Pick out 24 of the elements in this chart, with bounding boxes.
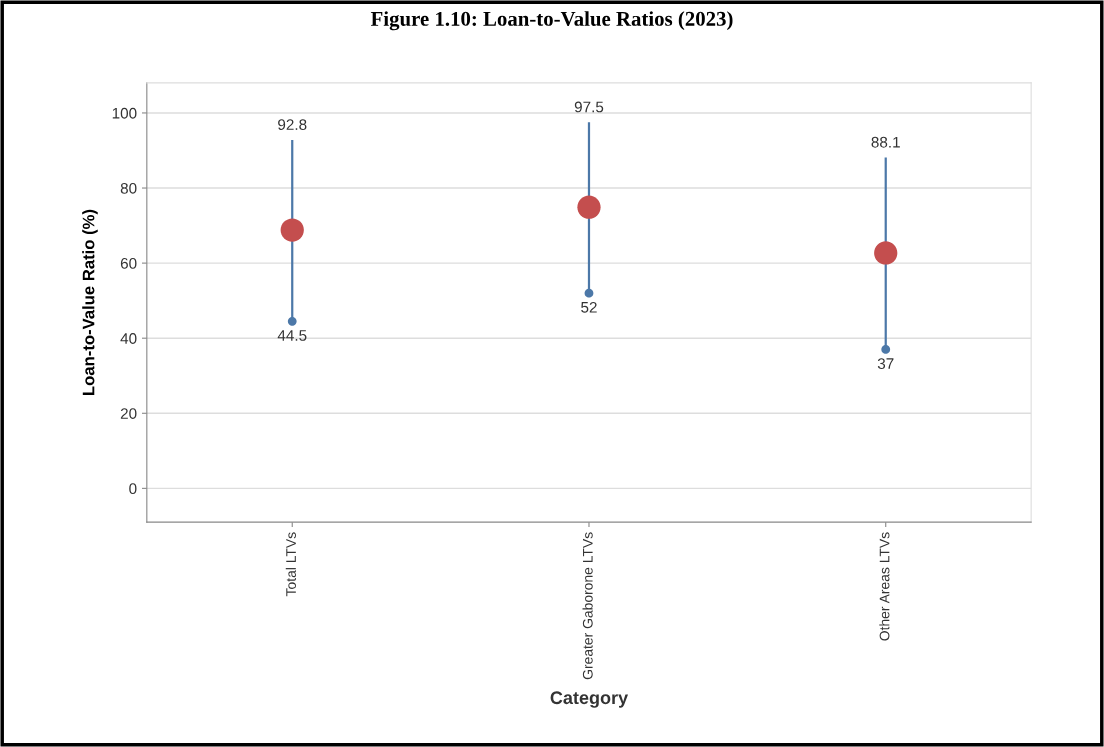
- data-label: 44.5: [277, 330, 307, 341]
- annotation: 88.1: [871, 136, 900, 148]
- x-tick-label: Other Areas LTVs: [879, 532, 890, 641]
- y-tick-label: 100: [112, 107, 137, 119]
- chart-title: Figure 1.10: Loan-to-Value Ratios (2023): [370, 11, 733, 31]
- point: [584, 288, 594, 298]
- point: [287, 316, 297, 326]
- x-tick-label: Greater Gaborone LTVs: [582, 532, 593, 680]
- x-tick-label: Total LTVs: [285, 532, 296, 597]
- data-label: 37: [877, 358, 894, 370]
- y-tick-label: 80: [120, 182, 137, 194]
- point: [874, 241, 898, 265]
- x-axis-title: Category: [550, 691, 629, 708]
- point: [881, 345, 891, 354]
- annotation: 92.8: [278, 119, 307, 131]
- y-axis-title: Loan-to-Value Ratio (%): [82, 209, 98, 395]
- y-tick-label: 40: [120, 333, 137, 344]
- y-tick-label: 20: [120, 408, 137, 419]
- y-tick-label: 0: [129, 483, 137, 495]
- data-label: 52: [581, 301, 597, 313]
- point: [280, 218, 304, 242]
- annotation: 97.5: [574, 101, 604, 113]
- point: [577, 195, 601, 219]
- y-tick-label: 60: [120, 257, 137, 269]
